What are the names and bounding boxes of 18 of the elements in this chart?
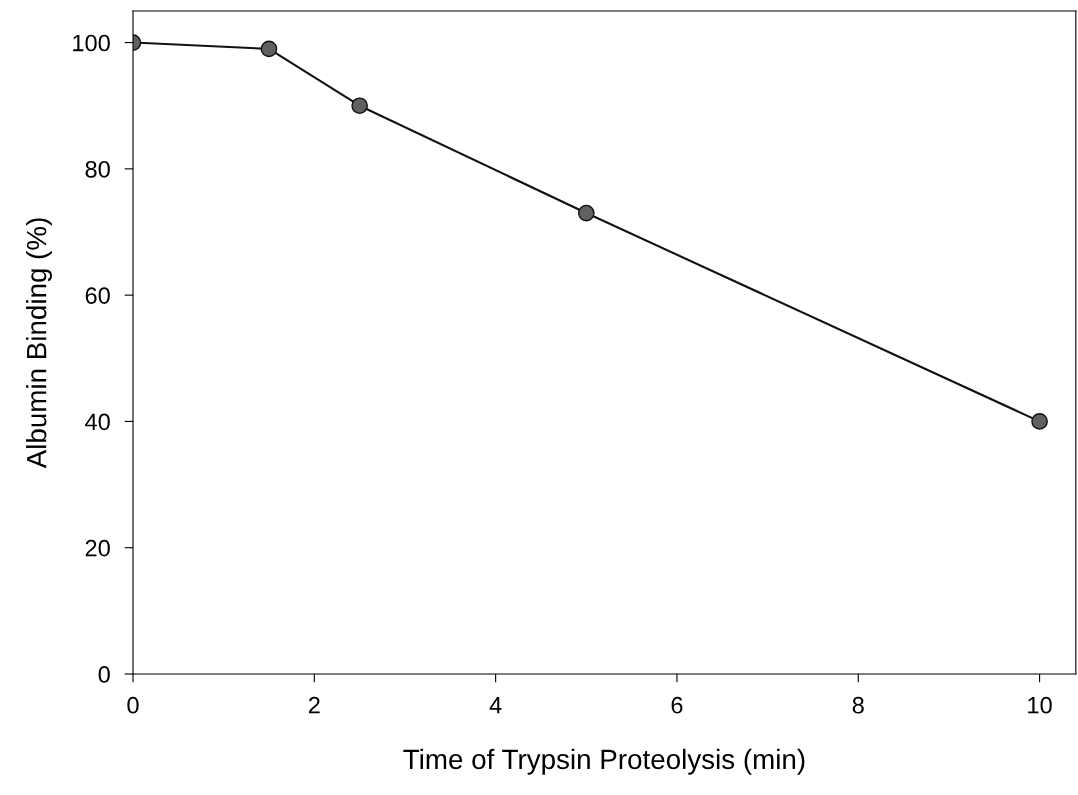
- x-tick-label: 6: [671, 696, 683, 714]
- y-tick-label: 0: [98, 666, 110, 683]
- point: [577, 204, 595, 222]
- y-tick-label: 60: [85, 287, 110, 304]
- y-tick-label: 80: [85, 160, 110, 178]
- y-tick-label: 40: [85, 413, 110, 431]
- x-tick-label: 0: [127, 696, 139, 714]
- y-tick-label: 20: [85, 539, 110, 557]
- y-axis-title: Albumin Binding (%): [26, 218, 52, 469]
- point: [1031, 413, 1048, 430]
- x-tick-label: 10: [1028, 696, 1052, 714]
- point: [260, 40, 278, 58]
- point: [351, 97, 368, 115]
- x-tick-label: 4: [489, 697, 502, 714]
- y-tick-label: 100: [73, 34, 110, 52]
- x-axis-title: Time of Trypsin Proteolysis (min): [403, 748, 805, 775]
- x-tick-label: 8: [852, 696, 864, 714]
- x-tick-label: 2: [308, 696, 320, 714]
